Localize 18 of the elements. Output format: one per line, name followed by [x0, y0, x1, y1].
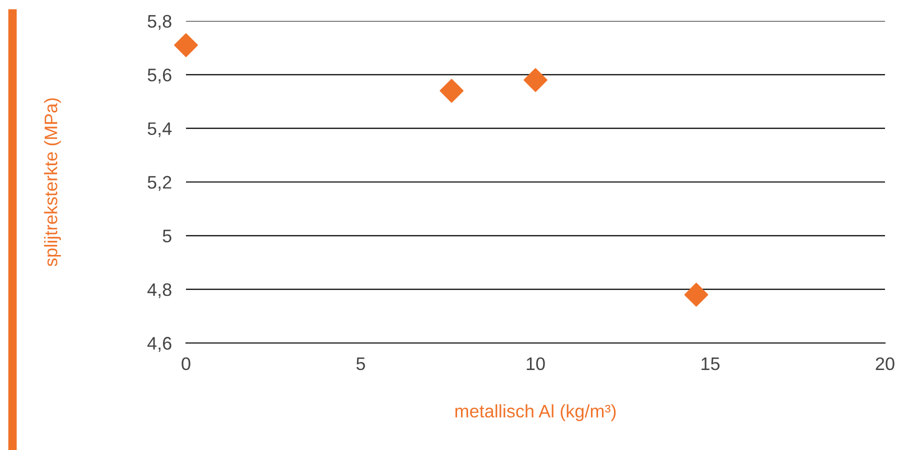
x-tick-label: 5: [356, 358, 366, 370]
y-tick-label: 4,8: [147, 283, 172, 298]
x-axis-title: metallisch Al (kg/m³): [455, 404, 616, 422]
point: [684, 282, 708, 307]
x-tick-label: 0: [182, 357, 190, 370]
y-tick-label: 5: [162, 230, 172, 242]
y-tick-label: 5,2: [148, 176, 172, 191]
y-tick-label: 5,4: [148, 122, 172, 138]
y-axis-title: splijtreksterkte (MPa): [44, 98, 61, 266]
y-tick-label: 5,6: [148, 68, 172, 84]
point: [174, 33, 198, 58]
point: [440, 78, 464, 103]
point: [524, 68, 548, 92]
x-tick-label: 15: [702, 358, 720, 370]
x-tick-label: 10: [526, 357, 545, 370]
x-tick-label: 20: [876, 357, 894, 370]
y-tick-label: 4,6: [147, 336, 172, 352]
y-tick-label: 5,8: [148, 14, 172, 30]
